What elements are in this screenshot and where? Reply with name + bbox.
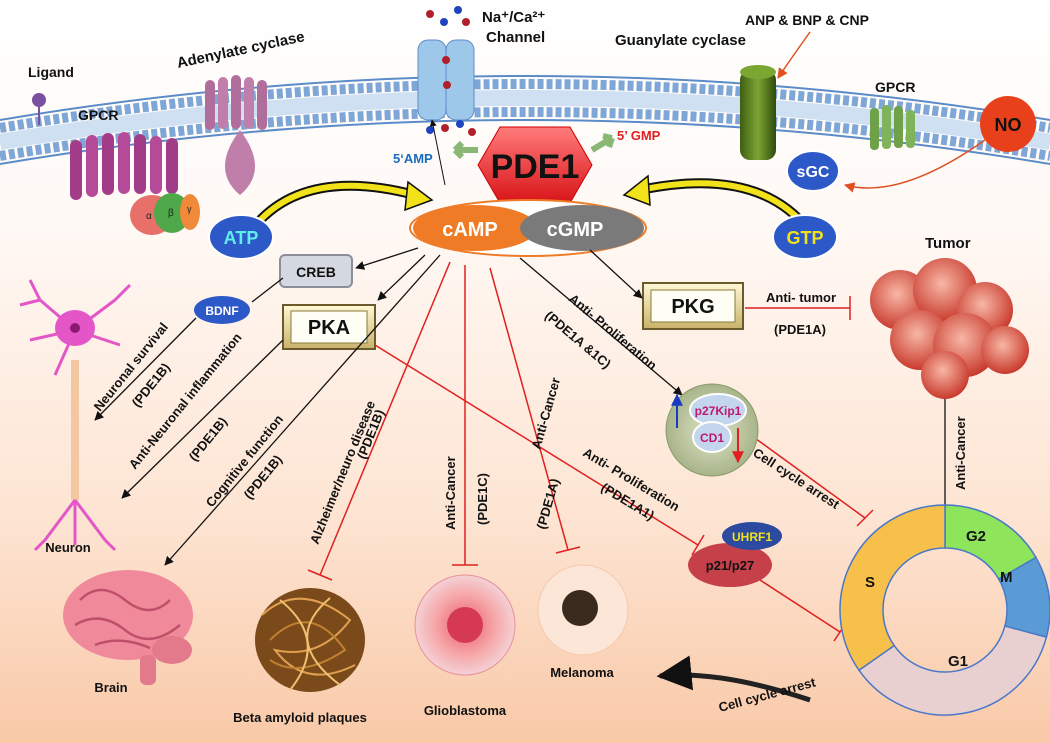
- neuron-label: Neuron: [45, 540, 91, 555]
- adenylate-cyclase: [205, 75, 267, 195]
- no-circle: [980, 96, 1036, 152]
- pkg-box-inner: [650, 289, 736, 323]
- camp-ellipse: [413, 205, 537, 251]
- gmp-arrow: [590, 133, 615, 153]
- glioblastoma-label: Glioblastoma: [424, 703, 507, 718]
- pka-box-inner: [290, 310, 368, 344]
- camp-to-channel-arrow: [429, 119, 446, 186]
- cell-cycle-donut: [839, 504, 1050, 716]
- cgmp-ellipse: [520, 205, 644, 251]
- plaques-label: Beta amyloid plaques: [233, 710, 367, 725]
- creb-box: [279, 254, 353, 288]
- anticancer-gbm-isoform: (PDE1C): [475, 473, 490, 525]
- melanoma-lesion: [562, 590, 598, 626]
- channel-label-1: Na⁺/Ca²⁺: [482, 9, 545, 26]
- creb-label: CREB: [296, 264, 336, 280]
- tumor-illustration: [870, 258, 1029, 399]
- inhibition-lines: [307, 261, 874, 642]
- g-beta-label: β: [168, 208, 174, 219]
- cell-cycle-arrest-arrow: [656, 655, 811, 703]
- p27kip1-label: p27Kip1: [695, 404, 742, 418]
- plaques-illustration: [255, 588, 365, 692]
- anticancer-gbm-label: Anti-Cancer: [443, 456, 458, 530]
- p21-p27-ellipse: [688, 543, 772, 587]
- uhrf1-label: UHRF1: [732, 530, 772, 544]
- gpcr-right-label: GPCR: [875, 79, 915, 95]
- no-label: NO: [995, 115, 1022, 135]
- g-protein: α β γ: [130, 193, 200, 235]
- camp-label: cAMP: [442, 219, 498, 241]
- sgc-label: sGC: [797, 164, 830, 181]
- gpcr-left: [70, 132, 178, 200]
- cgmp-label: cGMP: [547, 219, 604, 241]
- pkg-label: PKG: [671, 296, 714, 318]
- cell-cycle-arrest-top-label: Cell cycle arrest: [750, 445, 842, 512]
- gpcr-left-label: GPCR: [78, 107, 118, 123]
- bdnf-ellipse: [194, 296, 250, 324]
- ligand-label: Ligand: [28, 64, 74, 80]
- neuron-illustration: [19, 279, 132, 552]
- p21-p27-label: p21/p27: [706, 558, 754, 573]
- anti-inflammation-isoform: (PDE1B): [186, 414, 230, 464]
- g-alpha-label: α: [146, 211, 152, 222]
- gpcr-right: [870, 105, 915, 150]
- guanylate-cyclase-label: Guanylate cyclase: [615, 32, 746, 49]
- tumor-label: Tumor: [925, 235, 971, 252]
- cd1-label: CD1: [700, 431, 724, 445]
- adenylate-cyclase-label: Adenylate cyclase: [175, 28, 306, 72]
- gtp-circle: [772, 214, 838, 260]
- phase-m-label: M: [1000, 569, 1013, 586]
- amp5-label: 5‘AMP: [393, 151, 433, 166]
- gtp-label: GTP: [786, 228, 823, 248]
- neuron-nucleus: [70, 323, 80, 333]
- glioblastoma-core: [447, 607, 483, 643]
- channel-label-2: Channel: [486, 29, 545, 46]
- natriuretic-arrow: [777, 31, 811, 79]
- anticancer-melanoma-isoform: (PDE1A): [533, 477, 562, 531]
- atp-arrowhead: [404, 180, 434, 212]
- ligand: [32, 93, 46, 125]
- gmp5-label: 5’ GMP: [617, 128, 661, 143]
- phase-g1-label: G1: [948, 653, 968, 670]
- atp-arrow: [247, 182, 416, 234]
- guanylate-cyclase: [740, 65, 776, 160]
- melanoma-label: Melanoma: [550, 665, 614, 680]
- phase-g2-label: G2: [966, 528, 986, 545]
- anticancer-melanoma-label: Anti-Cancer: [528, 376, 563, 451]
- pka-label: PKA: [308, 317, 350, 339]
- na-ca-channel: [417, 6, 476, 136]
- activation-arrows: [94, 247, 950, 566]
- anticancer-tumor-label: Anti-Cancer: [953, 416, 968, 490]
- uhrf1-ellipse: [722, 522, 782, 550]
- no-arrow: [843, 139, 986, 193]
- brain-label: Brain: [94, 680, 127, 695]
- antitumor-label: Anti- tumor: [766, 290, 836, 305]
- g-gamma-label: γ: [187, 204, 192, 214]
- phase-s-label: S: [865, 574, 875, 591]
- phase-s-segment: [839, 504, 946, 672]
- bdnf-label: BDNF: [205, 304, 238, 318]
- atp-label: ATP: [224, 228, 259, 248]
- antitumor-isoform: (PDE1A): [774, 322, 826, 337]
- atp-circle: [208, 214, 274, 260]
- pde1-label: PDE1: [491, 148, 580, 186]
- cd1-bubble: [692, 421, 732, 453]
- gtp-arrowhead: [622, 174, 651, 207]
- natriuretic-peptides-label: ANP & BNP & CNP: [745, 12, 869, 28]
- amp-arrow: [452, 140, 478, 160]
- phase-g1-segment: [857, 625, 1048, 716]
- brain-illustration: [63, 570, 193, 685]
- sgc-circle: [786, 150, 840, 192]
